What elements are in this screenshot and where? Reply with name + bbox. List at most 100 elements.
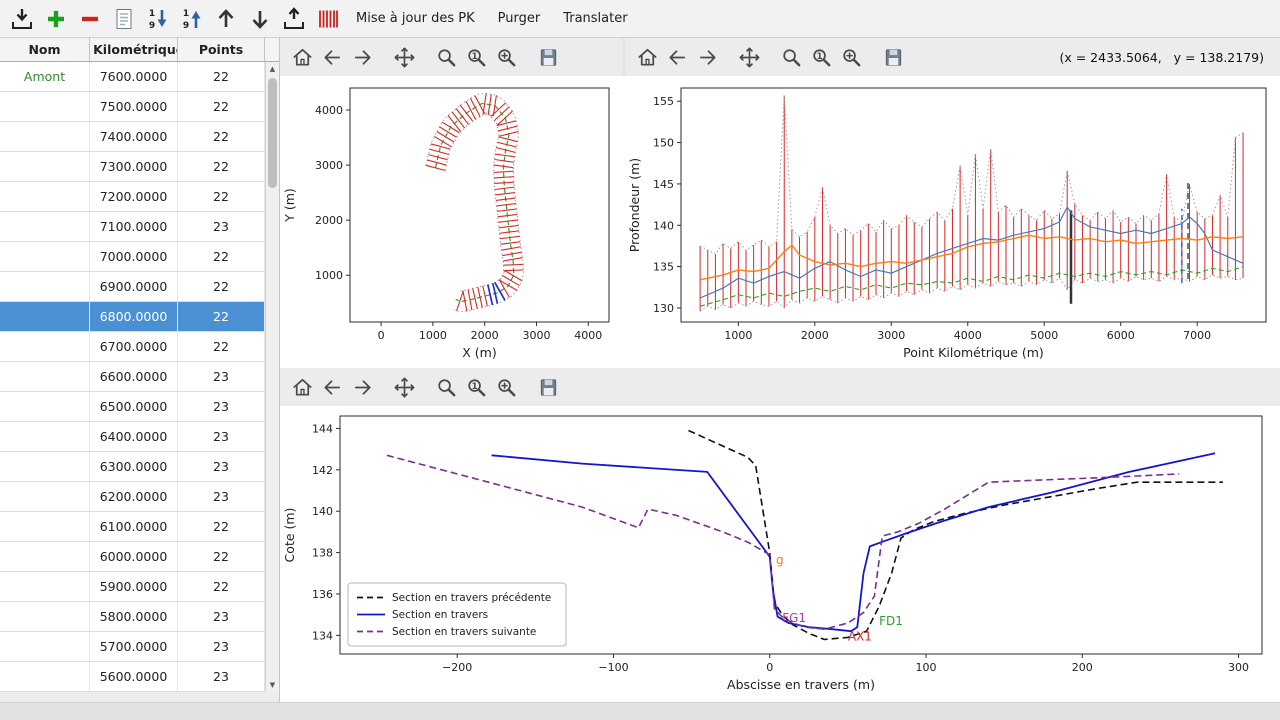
save-button[interactable] — [879, 43, 907, 71]
plan-view-canvas[interactable]: 0 1000 2000 3000 4000 1000 2000 3000 4000 X (m) Y … — [280, 76, 625, 368]
table-cell[interactable] — [0, 542, 90, 571]
table-row[interactable]: 6800.0000 22 — [0, 302, 265, 332]
table-cell[interactable] — [0, 122, 90, 151]
table-row[interactable]: 6000.0000 22 — [0, 542, 265, 572]
table-cell[interactable] — [0, 422, 90, 451]
back-button[interactable] — [318, 373, 346, 401]
column-header-nom[interactable]: Nom — [0, 38, 90, 61]
table-cell[interactable]: 23 — [178, 422, 265, 451]
menu-update-pk[interactable]: Mise à jour des PK — [356, 11, 475, 26]
table-cell[interactable] — [0, 92, 90, 121]
table-row[interactable]: 7300.0000 22 — [0, 152, 265, 182]
table-row[interactable]: 7100.0000 23 — [0, 212, 265, 242]
table-row[interactable]: 5600.0000 23 — [0, 662, 265, 692]
table-cell[interactable]: 22 — [178, 512, 265, 541]
pan-button[interactable] — [735, 43, 763, 71]
table-cell[interactable] — [0, 572, 90, 601]
table-row[interactable]: 6200.0000 23 — [0, 482, 265, 512]
table-cell[interactable]: 7100.0000 — [90, 212, 178, 241]
table-cell[interactable]: 5600.0000 — [90, 662, 178, 691]
table-row[interactable]: 7000.0000 22 — [0, 242, 265, 272]
table-cell[interactable] — [0, 662, 90, 691]
table-row[interactable]: 7200.0000 22 — [0, 182, 265, 212]
add-section-button[interactable] — [40, 4, 71, 34]
zoom-plus-button[interactable] — [837, 43, 865, 71]
table-cell[interactable] — [0, 302, 90, 331]
zoom-one-button[interactable]: 1 — [807, 43, 835, 71]
table-cell[interactable]: 22 — [178, 152, 265, 181]
table-cell[interactable]: 6600.0000 — [90, 362, 178, 391]
table-cell[interactable]: 6700.0000 — [90, 332, 178, 361]
cross-section-canvas[interactable]: −200 −100 0 100 200 300 134 136 138 140 142 144 Absc… — [280, 406, 1280, 702]
table-cell[interactable]: 22 — [178, 92, 265, 121]
table-cell[interactable]: 22 — [178, 302, 265, 331]
table-row[interactable]: 6900.0000 22 — [0, 272, 265, 302]
table-cell[interactable] — [0, 452, 90, 481]
scrollbar-thumb[interactable] — [268, 78, 277, 188]
move-up-button[interactable] — [210, 4, 241, 34]
table-cell[interactable]: 22 — [178, 272, 265, 301]
zoom-button[interactable] — [432, 43, 460, 71]
table-row[interactable]: 5800.0000 23 — [0, 602, 265, 632]
table-cell[interactable]: 22 — [178, 182, 265, 211]
table-cell[interactable] — [0, 632, 90, 661]
edit-button[interactable] — [108, 4, 139, 34]
export-button[interactable] — [278, 4, 309, 34]
zoom-button[interactable] — [432, 373, 460, 401]
table-cell[interactable]: 5800.0000 — [90, 602, 178, 631]
table-cell[interactable]: Amont — [0, 62, 90, 91]
table-row[interactable]: 6700.0000 22 — [0, 332, 265, 362]
table-cell[interactable]: 22 — [178, 542, 265, 571]
column-header-pk[interactable]: t Kilométrique — [90, 38, 178, 61]
zoom-one-button[interactable]: 1 — [462, 43, 490, 71]
table-cell[interactable] — [0, 242, 90, 271]
table-cell[interactable]: 23 — [178, 392, 265, 421]
zoom-plus-button[interactable] — [492, 43, 520, 71]
table-cell[interactable]: 7300.0000 — [90, 152, 178, 181]
forward-button[interactable] — [348, 43, 376, 71]
table-cell[interactable] — [0, 182, 90, 211]
table-cell[interactable]: 22 — [178, 122, 265, 151]
table-row[interactable]: 6300.0000 23 — [0, 452, 265, 482]
move-down-button[interactable] — [244, 4, 275, 34]
save-button[interactable] — [534, 373, 562, 401]
table-cell[interactable] — [0, 152, 90, 181]
home-button[interactable] — [288, 373, 316, 401]
table-scrollbar[interactable]: ▲ ▼ — [265, 62, 279, 692]
table-cell[interactable]: 6800.0000 — [90, 302, 178, 331]
table-cell[interactable]: 6000.0000 — [90, 542, 178, 571]
table-row[interactable]: 6400.0000 23 — [0, 422, 265, 452]
scrollbar-down-arrow[interactable]: ▼ — [269, 681, 276, 689]
table-row[interactable]: 7400.0000 22 — [0, 122, 265, 152]
table-row[interactable]: 7500.0000 22 — [0, 92, 265, 122]
forward-button[interactable] — [693, 43, 721, 71]
table-cell[interactable]: 6200.0000 — [90, 482, 178, 511]
remove-section-button[interactable] — [74, 4, 105, 34]
table-cell[interactable]: 23 — [178, 212, 265, 241]
table-cell[interactable]: 7500.0000 — [90, 92, 178, 121]
table-cell[interactable] — [0, 602, 90, 631]
column-header-points[interactable]: Points — [178, 38, 265, 61]
pan-button[interactable] — [390, 43, 418, 71]
profile-view-canvas[interactable]: 1000 2000 3000 4000 5000 6000 7000 130 135 140 145… — [625, 76, 1280, 368]
table-cell[interactable]: 22 — [178, 62, 265, 91]
table-cell[interactable]: 7600.0000 — [90, 62, 178, 91]
table-row[interactable]: 5900.0000 22 — [0, 572, 265, 602]
sort-descending-button[interactable]: 1 9 — [142, 4, 173, 34]
table-row[interactable]: 6500.0000 23 — [0, 392, 265, 422]
back-button[interactable] — [663, 43, 691, 71]
sort-ascending-button[interactable]: 1 9 — [176, 4, 207, 34]
table-cell[interactable] — [0, 482, 90, 511]
table-cell[interactable]: 23 — [178, 362, 265, 391]
table-cell[interactable]: 6500.0000 — [90, 392, 178, 421]
table-cell[interactable]: 6400.0000 — [90, 422, 178, 451]
table-cell[interactable] — [0, 362, 90, 391]
menu-purge[interactable]: Purger — [497, 11, 541, 26]
home-button[interactable] — [633, 43, 661, 71]
table-cell[interactable]: 7200.0000 — [90, 182, 178, 211]
back-button[interactable] — [318, 43, 346, 71]
table-cell[interactable]: 22 — [178, 572, 265, 601]
table-cell[interactable]: 23 — [178, 632, 265, 661]
table-cell[interactable]: 22 — [178, 242, 265, 271]
table-cell[interactable]: 23 — [178, 662, 265, 691]
